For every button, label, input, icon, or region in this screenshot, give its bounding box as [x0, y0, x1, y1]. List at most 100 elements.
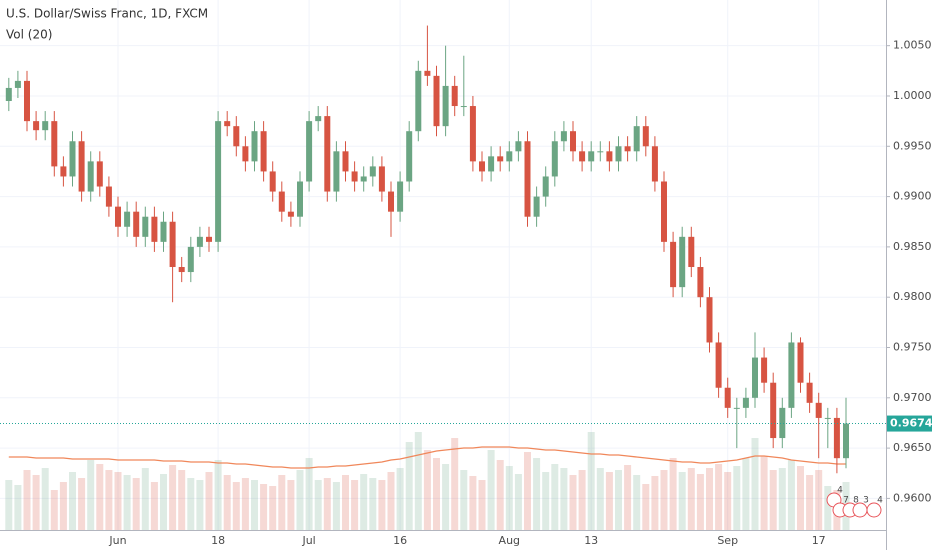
volume-bar — [533, 458, 541, 530]
candle-body — [415, 70, 422, 132]
candle-body — [306, 121, 313, 182]
candle-body — [524, 141, 531, 217]
candle-body — [433, 75, 440, 127]
last-price-box — [887, 415, 932, 432]
volume-bar — [78, 478, 86, 530]
candle-body — [570, 131, 576, 152]
volume-bar — [141, 468, 149, 530]
volume-bar — [59, 482, 67, 530]
volume-bar — [305, 458, 313, 530]
candle-body — [515, 141, 522, 152]
volume-bar — [396, 468, 404, 530]
volume-bar — [114, 472, 122, 530]
event-badge — [866, 502, 882, 518]
volume-bar — [524, 452, 531, 530]
volume-bar — [687, 468, 695, 530]
volume-bar — [769, 470, 777, 530]
volume-bar — [69, 472, 76, 530]
volume-bar — [751, 438, 759, 530]
event-badge-label: 7 — [843, 496, 849, 506]
volume-bar — [560, 468, 568, 530]
event-badge-label: 4 — [877, 496, 883, 506]
candle-body — [406, 131, 413, 182]
volume-bar — [50, 490, 58, 530]
candle-body — [615, 146, 622, 162]
candle-body — [606, 151, 613, 162]
candle-body — [542, 176, 549, 197]
volume-bar — [241, 478, 249, 530]
volume-ma-line — [8, 446, 846, 469]
x-tick-label: Sep — [717, 534, 738, 547]
candle-body — [397, 181, 404, 212]
candle-body — [661, 181, 667, 242]
candle-body — [360, 176, 367, 182]
volume-bar — [23, 470, 31, 530]
candle-body — [142, 216, 149, 237]
volume-bar — [742, 458, 750, 530]
x-tick-label: 13 — [584, 534, 598, 547]
candle-body — [297, 181, 303, 217]
volume-bar — [278, 475, 286, 530]
candle-body — [169, 221, 176, 268]
volume-bar — [314, 480, 322, 530]
candle-body — [260, 131, 267, 172]
event-badge-label: 8 — [853, 496, 859, 506]
candle-body — [351, 171, 358, 182]
x-tick-label: Jun — [108, 534, 126, 547]
candle-body — [724, 387, 731, 408]
volume-bar — [96, 464, 104, 530]
volume-bar — [269, 486, 277, 530]
candle-body — [178, 267, 185, 273]
candle-body — [670, 241, 677, 288]
volume-bar — [824, 486, 832, 530]
candle-body — [824, 417, 831, 419]
volume-bar — [187, 478, 195, 530]
candle-body — [196, 236, 203, 247]
volume-bar — [587, 432, 595, 530]
volume-bar — [578, 470, 586, 530]
volume-bar — [478, 480, 486, 530]
candle-body — [105, 186, 112, 207]
volume-bar — [41, 468, 49, 530]
candle-body — [224, 121, 231, 127]
candle-body — [133, 211, 140, 237]
chart-title: U.S. Dollar/Swiss Franc, 1D, FXCM — [6, 7, 208, 21]
candle-body — [788, 342, 795, 408]
candle-body — [33, 121, 40, 131]
candle-body — [242, 146, 249, 162]
candle-body — [42, 121, 49, 131]
candle-body — [451, 85, 458, 107]
volume-bar — [223, 475, 231, 530]
volume-bar — [514, 474, 522, 530]
volume-bar — [733, 466, 741, 530]
candle-body — [342, 151, 349, 172]
candle-body — [688, 236, 695, 268]
volume-bar — [123, 475, 131, 530]
candle-body — [388, 191, 394, 212]
volume-bar — [251, 480, 258, 530]
volume-bar — [760, 456, 768, 530]
candle-body — [87, 161, 94, 192]
candle-body — [833, 417, 840, 459]
volume-bar — [778, 468, 786, 530]
candle-body — [115, 206, 121, 227]
candle-body — [797, 342, 804, 383]
volume-bar — [797, 466, 804, 530]
volume-bar — [169, 465, 177, 530]
volume-bar — [150, 482, 158, 530]
volume-bar — [205, 472, 213, 530]
candle-body — [597, 151, 604, 153]
candle-body — [497, 156, 504, 162]
volume-bar — [132, 478, 140, 530]
volume-bar — [615, 470, 622, 530]
candle-body — [442, 85, 449, 127]
volume-bar — [569, 475, 577, 530]
candle-body — [333, 151, 340, 192]
